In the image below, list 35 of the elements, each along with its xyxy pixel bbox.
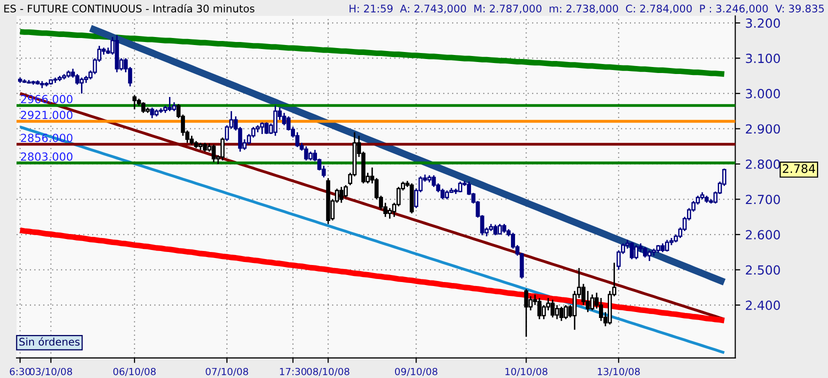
x-tick-label: 06/10/08 xyxy=(113,368,156,376)
x-tick-label: 17:30 xyxy=(280,368,306,376)
x-tick-label: 08/10/08 xyxy=(306,368,350,376)
y-tick-label: 2.700 xyxy=(746,194,780,204)
candlestick xyxy=(150,106,154,119)
candlestick xyxy=(432,174,436,188)
chart-subtitle: H: 21:59 A: 2.743,000 M: 2.787,000 m: 2.738,000 C: 2.784,000 P : 3.246,000 V: 39.835 xyxy=(350,4,824,14)
y-tick-label: 2.400 xyxy=(746,300,780,310)
ref-line-label: 2803.000 xyxy=(20,152,72,161)
candlestick xyxy=(132,94,137,110)
candlestick xyxy=(212,144,216,163)
annotation: Sin órdenes xyxy=(19,337,80,346)
y-tick-label: 2.500 xyxy=(746,265,780,275)
y-tick-label: 3.200 xyxy=(746,18,780,28)
x-tick-label: 09/10/08 xyxy=(394,368,438,376)
line-series xyxy=(18,126,726,354)
y-tick-label: 3.000 xyxy=(746,88,780,98)
candlestick xyxy=(554,304,560,320)
ref-line-label: 2921.000 xyxy=(20,110,72,120)
x-tick-label: 07/10/08 xyxy=(206,368,248,376)
candlestick xyxy=(388,207,392,220)
candlestick xyxy=(80,76,84,94)
y-tick-label: 2.900 xyxy=(746,124,780,134)
candlestick xyxy=(634,244,638,260)
candlestick xyxy=(590,294,594,312)
y-tick-label: 2.600 xyxy=(746,230,780,240)
x-tick-label: 6:30 xyxy=(10,368,30,376)
candlestick xyxy=(524,288,528,338)
chart-title: ES - FUTURE CONTINUOUS - Intradía 30 minutos xyxy=(4,4,254,12)
x-tick-label: 10/10/08 xyxy=(505,368,548,376)
text: 2.784 xyxy=(782,164,816,174)
candlestick xyxy=(168,96,172,112)
y-tick-label: 3.100 xyxy=(746,54,780,64)
x-tick-label: 03/10/08 xyxy=(30,368,72,376)
x-tick-label: 13/10/08 xyxy=(598,368,640,376)
